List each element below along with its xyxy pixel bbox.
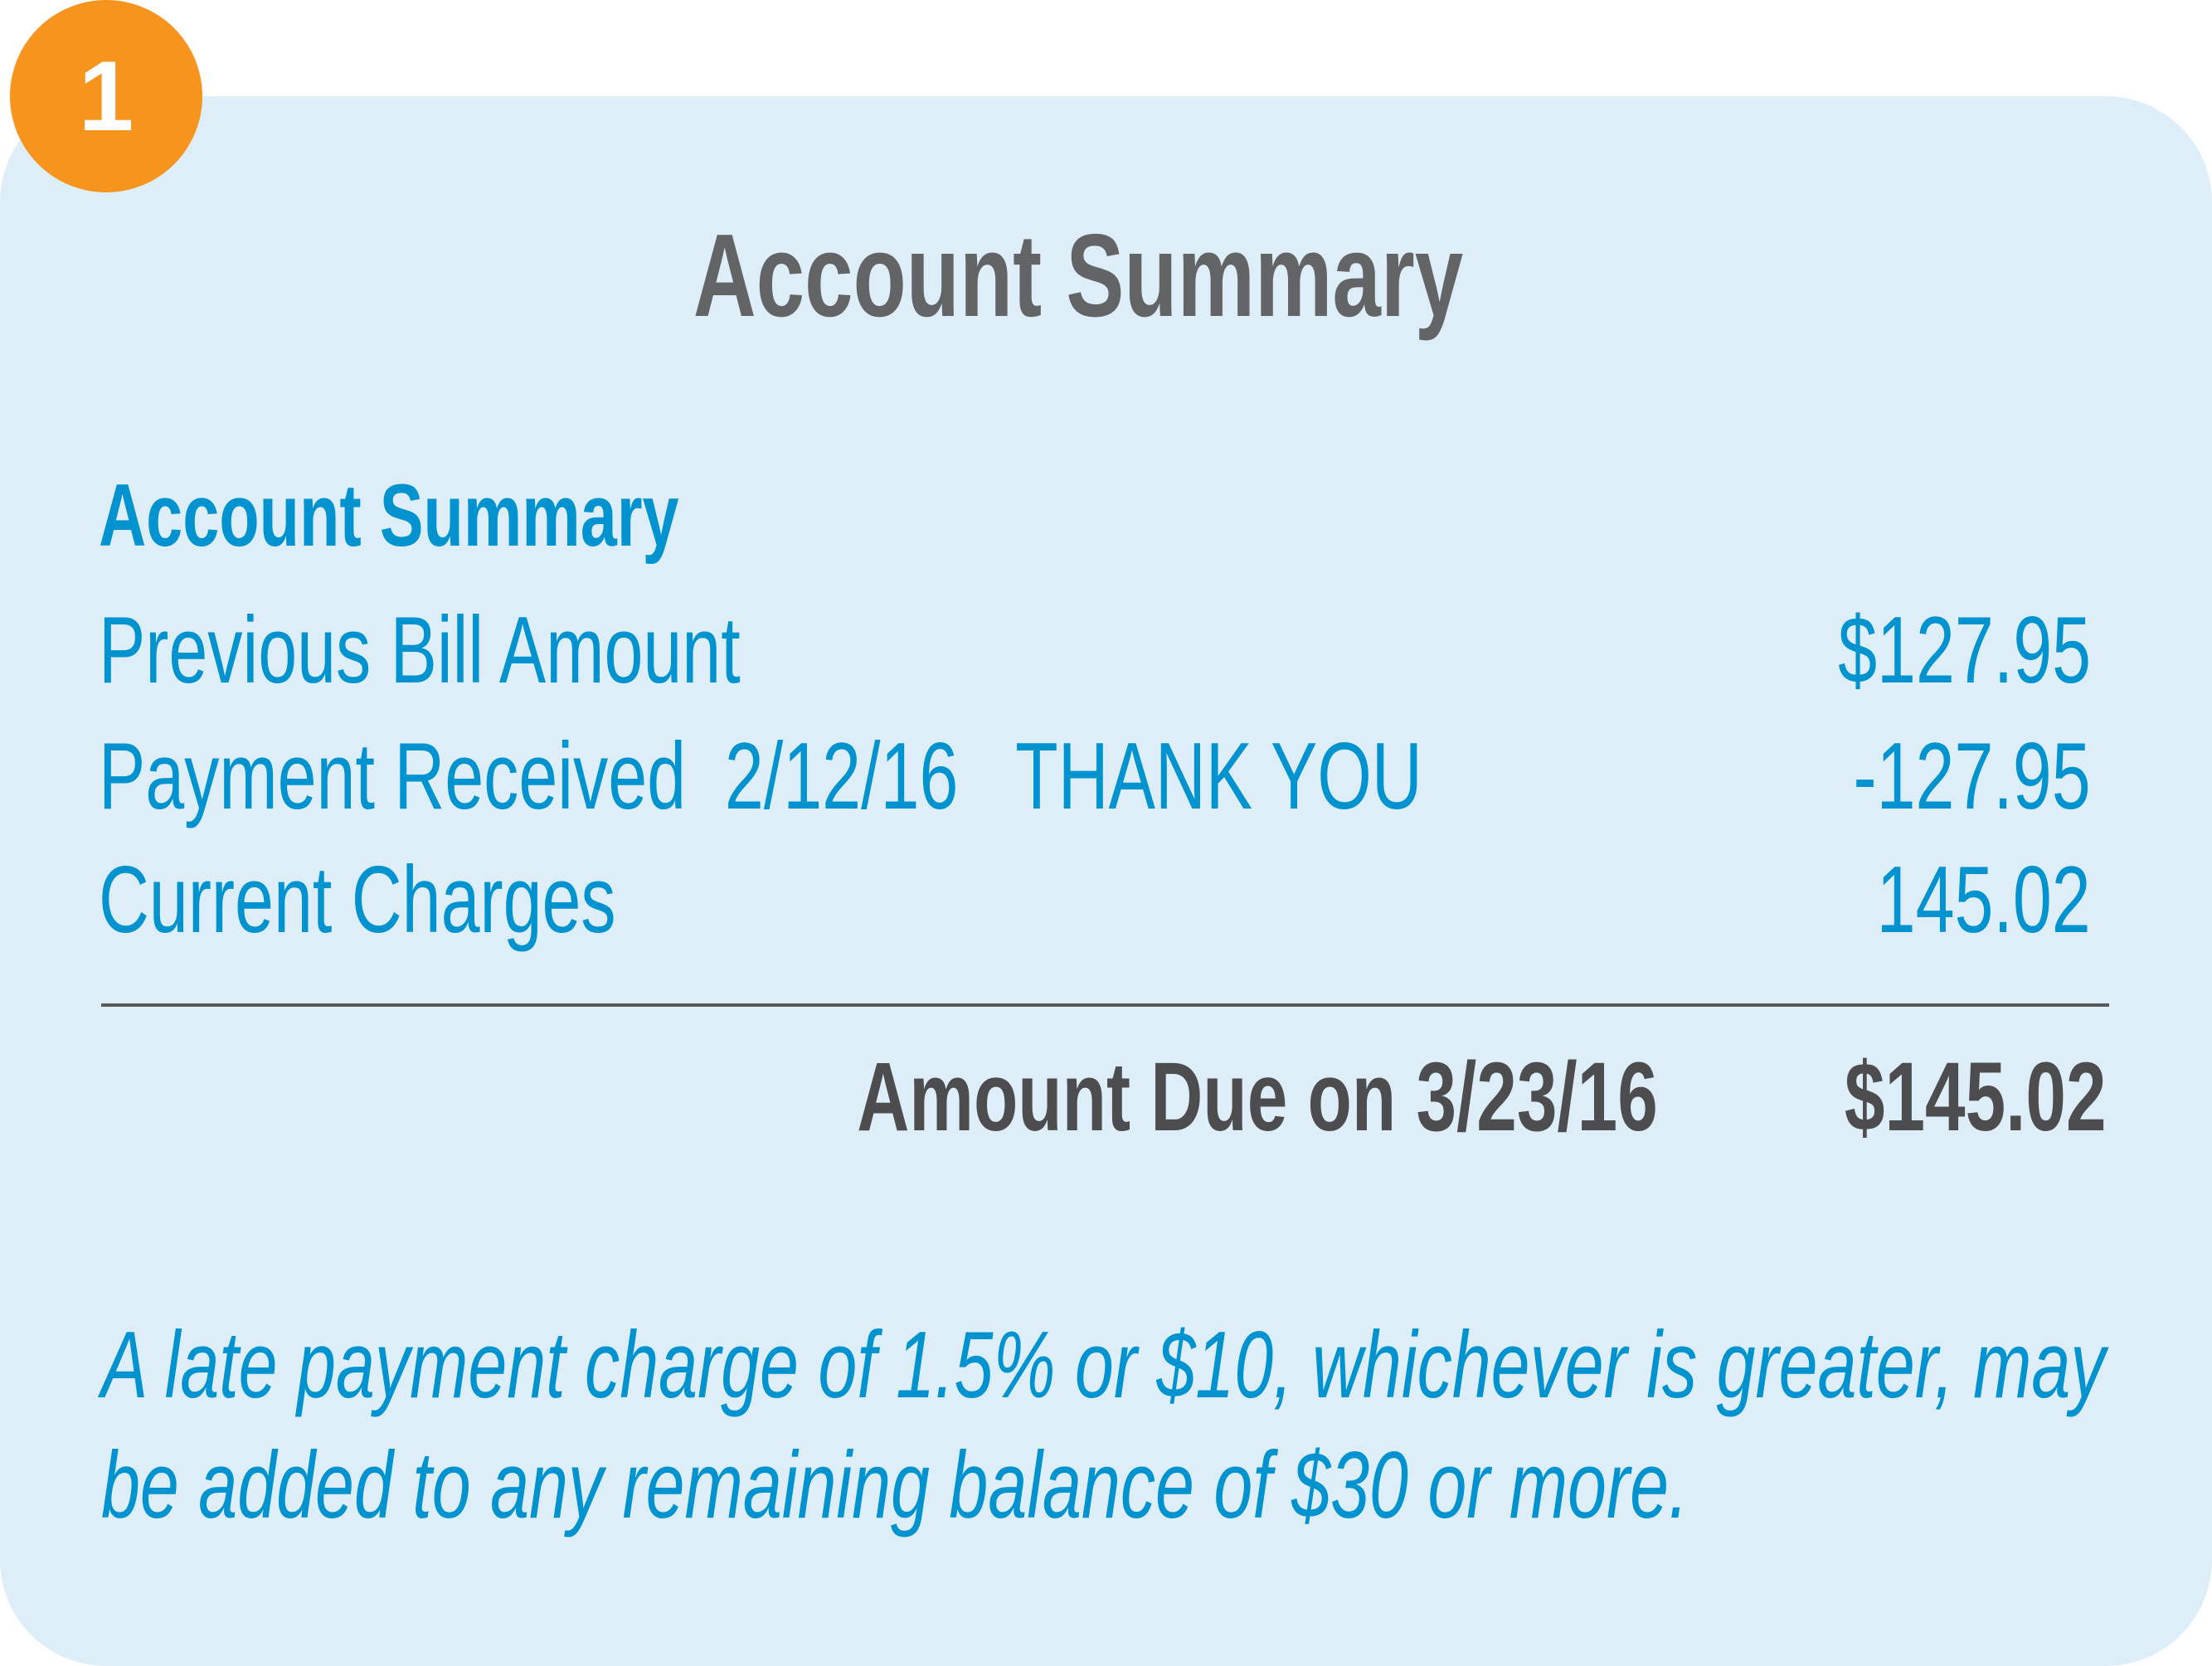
step-number-badge: 1: [10, 0, 202, 192]
previous-bill-value: $127.95: [1838, 598, 2091, 703]
current-charges-value: 145.02: [1876, 848, 2091, 953]
payment-received-label: Payment Received 2/12/16 THANK YOU: [99, 724, 1422, 829]
amount-due-value: $145.02: [1845, 1042, 2107, 1152]
section-heading: Account Summary: [99, 465, 679, 565]
late-fee-note-line-2: be added to any remaining balance of $30…: [101, 1433, 1689, 1538]
late-fee-note-line-1: A late payment charge of 1.5% or $10, wh…: [101, 1313, 2106, 1418]
account-summary-panel: [0, 96, 2212, 1666]
divider: [101, 1003, 2109, 1007]
current-charges-label: Current Charges: [99, 848, 616, 953]
previous-bill-label: Previous Bill Amount: [99, 598, 741, 703]
payment-received-value: -127.95: [1853, 724, 2091, 829]
page-title: Account Summary: [693, 210, 1464, 342]
amount-due-label: Amount Due on 3/23/16: [857, 1042, 1658, 1152]
